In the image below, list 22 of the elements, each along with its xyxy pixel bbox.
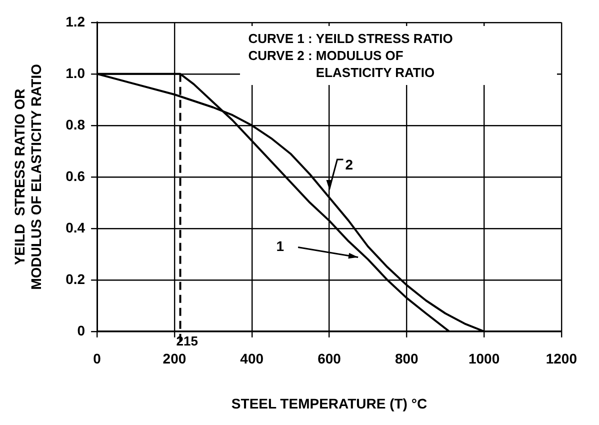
annotation: CURVE 1 : YEILD STRESS RATIO [248, 30, 453, 48]
annotation: CURVE 2 : MODULUS OF ELASTICITY RATIO [248, 47, 436, 82]
x-tick-label: 800 [394, 350, 419, 367]
y-tick-label: 0.6 [66, 168, 86, 184]
x-axis-title: STEEL TEMPERATURE (T) °C [231, 395, 428, 412]
x-tick-label: 0 [93, 350, 102, 367]
annotation: 1 [276, 238, 284, 254]
x-tick-label: 200 [162, 350, 186, 367]
y-tick-label: 1.2 [66, 13, 86, 30]
x-tick-label: 400 [240, 350, 264, 367]
note-box: CURVE 1 : YEILD STRESS RATIO CURVE 2 : MODULUS OF ELASTICITY RATIO [240, 26, 558, 86]
y-axis-title: YEILD STRESS RATIO OR MODULUS OF ELASTICITY RATIO [11, 64, 44, 290]
x-tick-label: 1000 [468, 350, 500, 367]
y-tick-label: 1.0 [66, 64, 86, 81]
y-tick-label: 0 [77, 322, 86, 338]
x-tick-label: 600 [318, 350, 342, 367]
y-tick-label: 0.8 [66, 116, 86, 132]
annotation: 2 [345, 156, 354, 172]
y-tick-label: 0.2 [66, 270, 86, 287]
x-tick-label: 1200 [546, 350, 578, 367]
y-tick-label: 0.4 [66, 219, 86, 236]
ref-line-label: 215 [176, 333, 198, 348]
